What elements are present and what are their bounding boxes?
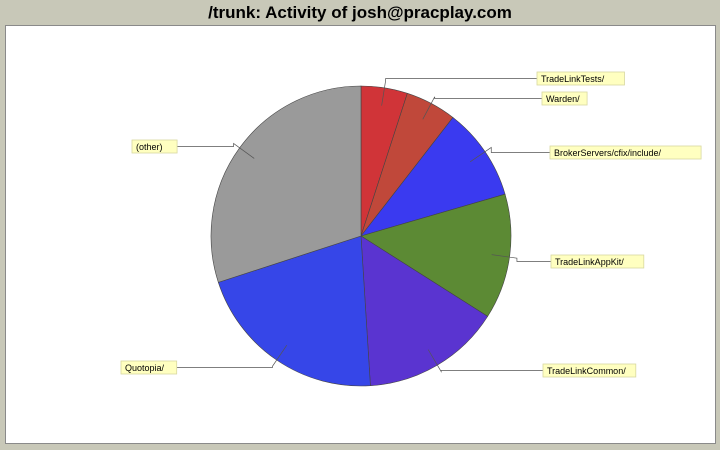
chart-title: /trunk: Activity of josh@pracplay.com bbox=[0, 2, 720, 24]
slice-label: BrokerServers/cfix/include/ bbox=[554, 148, 662, 158]
pie-chart: TradeLinkTests/Warden/BrokerServers/cfix… bbox=[6, 26, 717, 445]
slice-label: (other) bbox=[136, 142, 163, 152]
slice-label: TradeLinkCommon/ bbox=[547, 366, 626, 376]
slice-label: TradeLinkTests/ bbox=[541, 74, 605, 84]
plot-area: TradeLinkTests/Warden/BrokerServers/cfix… bbox=[5, 25, 716, 444]
slice-label: Quotopia/ bbox=[125, 363, 165, 373]
slice-label: Warden/ bbox=[546, 94, 580, 104]
slice-label: TradeLinkAppKit/ bbox=[555, 257, 624, 267]
